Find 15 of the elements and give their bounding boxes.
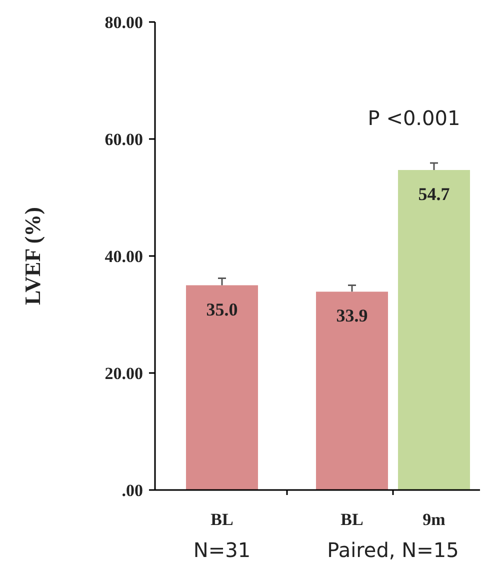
- x-tick-label: BL: [340, 510, 364, 529]
- text: Paired, N=15: [327, 538, 459, 562]
- data-label: 54.7: [418, 184, 450, 204]
- y-tick-label: 20.00: [104, 364, 143, 383]
- y-tick-label: 80.00: [104, 13, 143, 32]
- x-tick-label: BL: [210, 510, 234, 529]
- text: N=31: [193, 538, 251, 562]
- data-label: 35.0: [206, 299, 238, 320]
- y-tick-label: 60.00: [104, 130, 143, 149]
- y-axis-title: LVEF (%): [20, 207, 45, 305]
- y-tick-label: .00: [122, 481, 143, 500]
- data-label: 33.9: [336, 306, 368, 326]
- annotation: P <0.001: [368, 106, 460, 130]
- y-tick-label: 40.00: [104, 247, 143, 266]
- x-tick-label: 9m: [422, 510, 446, 529]
